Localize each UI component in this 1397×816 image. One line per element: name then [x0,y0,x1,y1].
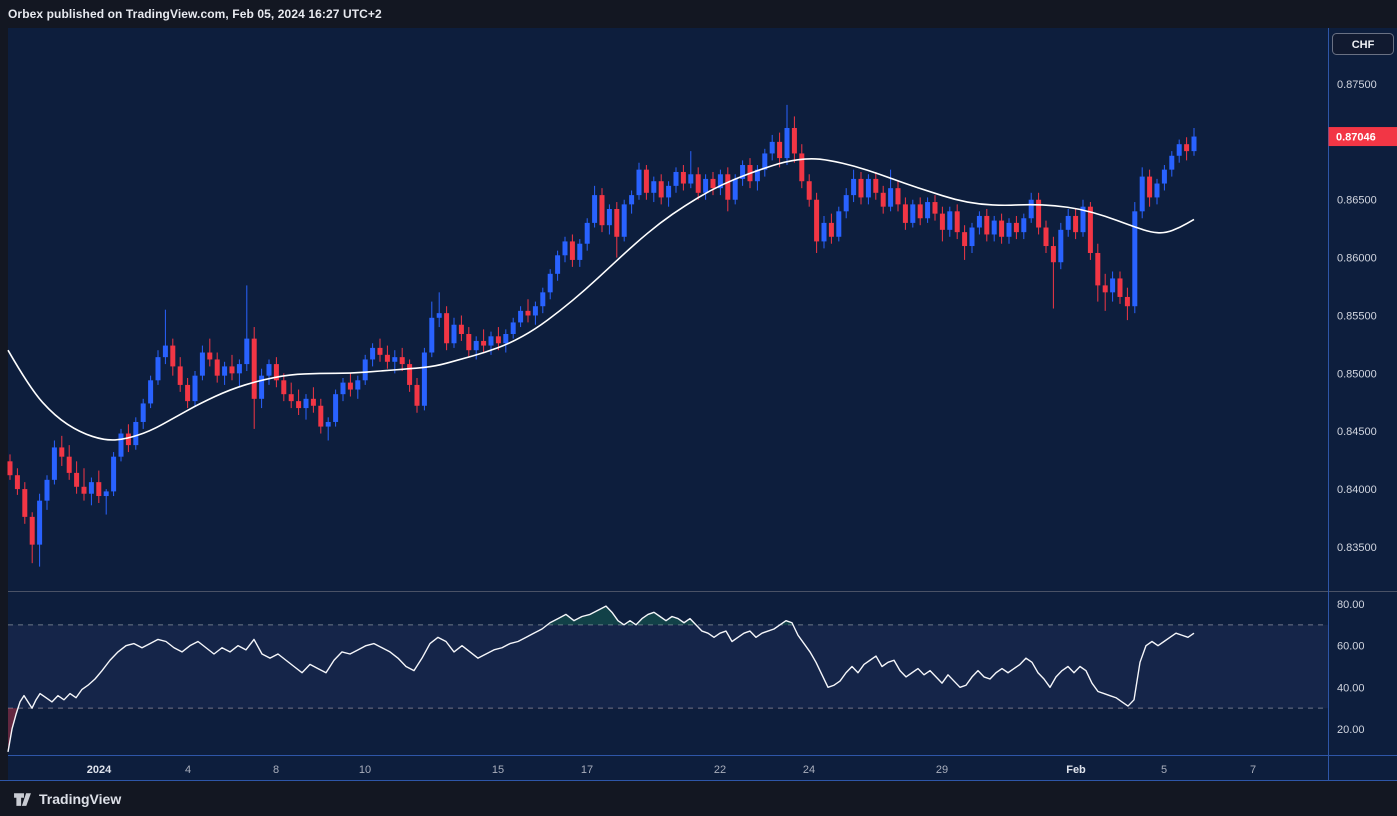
currency-toggle-button[interactable]: CHF [1332,33,1394,55]
price-axis[interactable]: 0.875000.870000.865000.860000.855000.850… [1328,33,1397,736]
price-tick-label: 0.84000 [1337,484,1377,496]
price-tick-label: 0.86000 [1337,253,1377,265]
rsi-tick-label: 20.00 [1337,724,1365,736]
last-price-label: 0.87046 [1336,132,1376,144]
chart-canvas[interactable]: 0.875000.870000.865000.860000.855000.850… [0,28,1397,781]
chart-background [8,28,1397,781]
rsi-tick-label: 80.00 [1337,599,1365,611]
time-tick-label: 29 [936,764,948,776]
time-tick-label: 22 [714,764,726,776]
rsi-tick-label: 60.00 [1337,641,1365,653]
time-tick-label: 2024 [87,764,112,776]
rsi-overbought-fill [547,606,793,625]
price-tick-label: 0.86500 [1337,195,1377,207]
brand-text: TradingView [39,790,122,807]
currency-label: CHF [1352,39,1375,51]
last-price-badge: 0.87046 [1328,127,1397,147]
rsi-tick-label: 40.00 [1337,682,1365,694]
time-tick-label: 10 [359,764,371,776]
price-tick-label: 0.87500 [1337,79,1377,91]
rsi-line [7,605,1195,753]
price-tick-label: 0.83500 [1337,542,1377,554]
publish-text: Orbex published on TradingView.com, Feb … [8,7,382,21]
time-tick-label: 24 [803,764,815,776]
time-axis[interactable]: 2024 4 8 10 15 17 22 24 29 Feb 5 7 [87,764,1256,776]
tradingview-link[interactable]: TradingView [13,789,121,808]
time-tick-label: 4 [185,764,191,776]
time-tick-label: 17 [581,764,593,776]
time-tick-label: 8 [273,764,279,776]
publish-bar: Orbex published on TradingView.com, Feb … [0,0,1397,28]
price-tick-label: 0.85500 [1337,310,1377,322]
rsi-band [8,624,1328,709]
time-tick-label: 15 [492,764,504,776]
tradingview-logo [14,793,31,806]
time-tick-label: Feb [1066,764,1086,776]
price-tick-label: 0.85000 [1337,368,1377,380]
time-tick-label: 7 [1250,764,1256,776]
price-tick-label: 0.84500 [1337,426,1377,438]
rsi-pane [7,605,1328,753]
moving-average-line [7,157,1195,441]
time-tick-label: 5 [1161,764,1167,776]
footer-bar: TradingView [0,781,1397,816]
candlestick-series [7,104,1197,567]
